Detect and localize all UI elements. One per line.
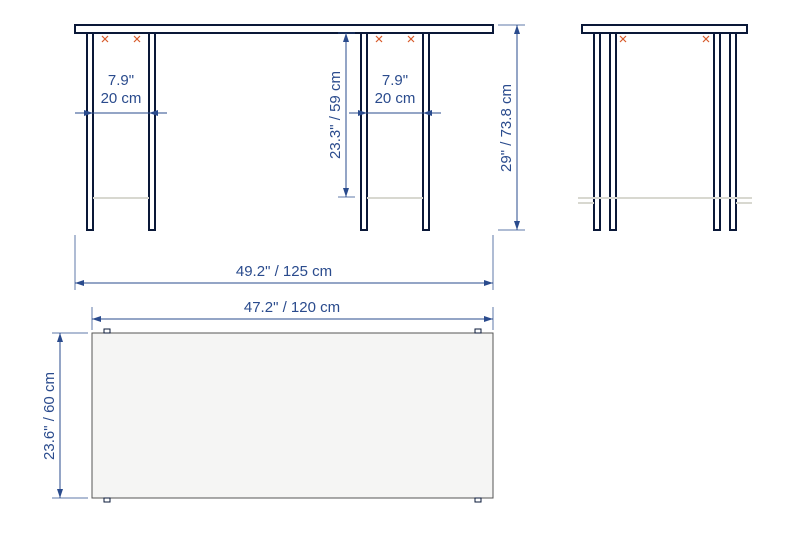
dim-leg-right-metric: 20 cm <box>375 90 416 107</box>
dim-overall-width-text: 49.2" / 125 cm <box>236 263 332 280</box>
dim-depth: 23.6" / 60 cm <box>41 333 88 498</box>
dim-inner-height-text: 23.3" / 59 cm <box>327 71 344 159</box>
dim-leg-gap-right: 7.9" 20 cm <box>349 72 441 116</box>
dim-depth-text: 23.6" / 60 cm <box>41 372 58 460</box>
dim-top-width: 47.2" / 120 cm <box>92 299 493 330</box>
tick-marks-side <box>620 36 709 42</box>
dim-overall-height-text: 29" / 73.8 cm <box>498 84 515 172</box>
dim-overall-width: 49.2" / 125 cm <box>75 235 493 290</box>
dim-leg-gap-left: 7.9" 20 cm <box>75 72 167 116</box>
front-elevation <box>75 25 493 230</box>
side-elevation <box>578 25 752 230</box>
dim-overall-height: 29" / 73.8 cm <box>498 25 525 230</box>
dim-leg-right-imperial: 7.9" <box>382 72 408 89</box>
dim-inner-height: 23.3" / 59 cm <box>327 33 355 197</box>
dim-leg-left-imperial: 7.9" <box>108 72 134 89</box>
technical-drawing: 7.9" 20 cm 7.9" 20 cm 23.3" / 59 cm 29" … <box>0 0 800 533</box>
top-plan-view <box>92 329 493 502</box>
dim-leg-left-metric: 20 cm <box>101 90 142 107</box>
dim-top-width-text: 47.2" / 120 cm <box>244 299 340 316</box>
